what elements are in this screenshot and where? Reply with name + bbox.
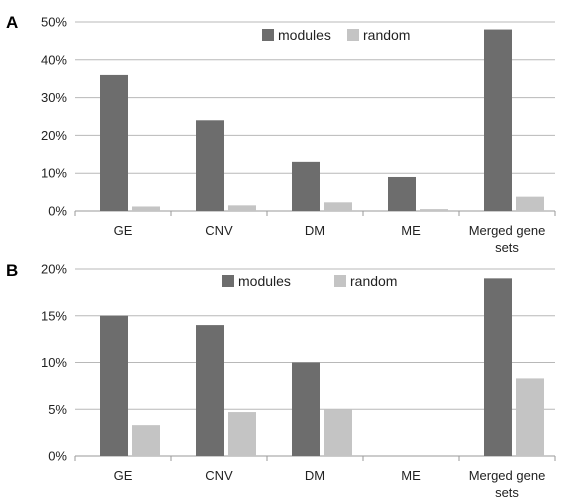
x-category-label: ME — [401, 223, 421, 238]
y-tick-label: 20% — [41, 128, 67, 143]
y-tick-label: 10% — [41, 166, 67, 181]
x-category-label: Merged gene sets — [469, 468, 546, 500]
random-bar — [324, 409, 352, 456]
modules-bar — [100, 315, 128, 456]
y-tick-label: 5% — [48, 402, 67, 417]
x-category-label: CNV — [205, 223, 233, 238]
modules-legend-swatch — [222, 275, 234, 287]
x-category-label: Merged gene sets — [469, 223, 546, 255]
random-bar — [132, 425, 160, 456]
y-tick-label: 30% — [41, 90, 67, 105]
x-category-label: DM — [305, 223, 325, 238]
random-bar — [420, 209, 448, 211]
modules-legend-label: modules — [238, 273, 291, 289]
y-tick-label: 15% — [41, 308, 67, 323]
random-bar — [516, 196, 544, 211]
y-tick-label: 0% — [48, 204, 67, 219]
modules-bar — [484, 278, 512, 456]
random-bar — [228, 412, 256, 456]
panel-letter: A — [6, 13, 18, 32]
modules-bar — [388, 176, 416, 211]
x-category-label: DM — [305, 468, 325, 483]
modules-bar — [196, 325, 224, 456]
modules-bar — [100, 74, 128, 211]
random-bar — [228, 205, 256, 211]
random-bar — [516, 378, 544, 456]
y-tick-label: 50% — [41, 15, 67, 30]
y-tick-label: 40% — [41, 52, 67, 67]
modules-bar — [292, 362, 320, 456]
panel-letter: B — [6, 261, 18, 280]
y-tick-label: 20% — [41, 262, 67, 277]
modules-bar — [292, 161, 320, 211]
random-bar — [132, 206, 160, 211]
y-tick-label: 0% — [48, 449, 67, 464]
x-category-label: GE — [114, 223, 133, 238]
modules-bar — [196, 120, 224, 211]
modules-bar — [484, 29, 512, 212]
x-category-label: ME — [401, 468, 421, 483]
random-bar — [324, 202, 352, 211]
x-category-label: GE — [114, 468, 133, 483]
modules-legend-swatch — [262, 29, 274, 41]
random-legend-label: random — [350, 273, 397, 289]
x-category-label: CNV — [205, 468, 233, 483]
y-tick-label: 10% — [41, 355, 67, 370]
random-legend-swatch — [334, 275, 346, 287]
random-legend-label: random — [363, 27, 410, 43]
random-legend-swatch — [347, 29, 359, 41]
modules-legend-label: modules — [278, 27, 331, 43]
